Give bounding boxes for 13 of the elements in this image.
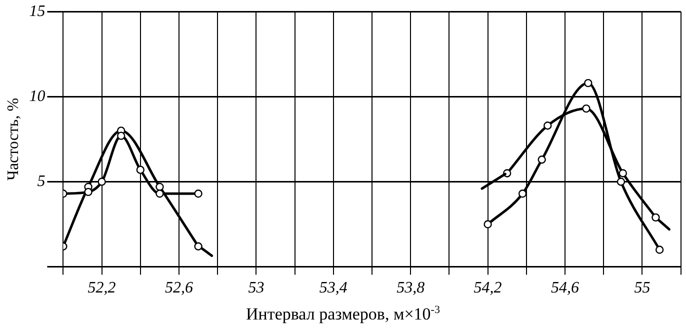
y-tick-label: 10	[29, 88, 46, 105]
x-tick-label: 53,4	[319, 280, 348, 297]
x-axis-title: Интервал размеров, м×10$^{-3}$	[245, 304, 441, 325]
x-tick-label: 55	[634, 280, 650, 297]
x-tick-label: 53,8	[396, 280, 425, 297]
y-axis-title: Частость, %	[4, 98, 22, 180]
x-tick-label: 53	[248, 280, 264, 297]
x-tick-label: 52,2	[88, 280, 116, 297]
x-tick-label: 52,6	[165, 280, 193, 297]
y-tick-label: 15	[29, 2, 46, 20]
x-tick-label: 54,6	[551, 280, 579, 297]
x-tick-label: 54,2	[474, 280, 502, 297]
y-tick-label: 5	[37, 172, 46, 190]
